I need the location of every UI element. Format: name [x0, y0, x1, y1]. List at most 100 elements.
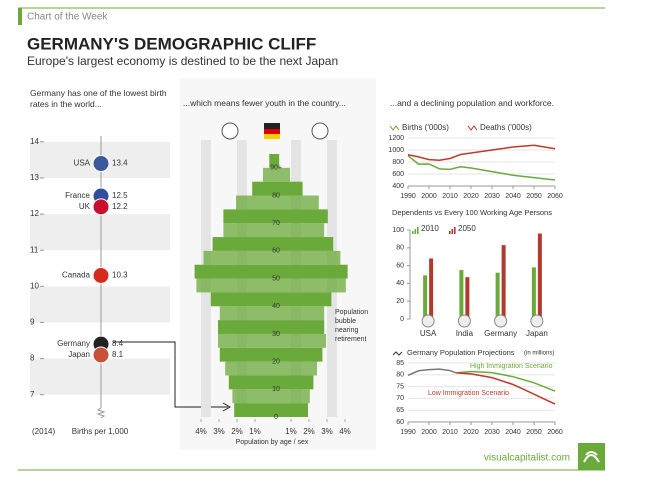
x-tick-label: 2% — [303, 427, 315, 436]
value-label: 13.4 — [112, 159, 128, 168]
category-label: France — [65, 191, 90, 200]
pyramid-bar — [218, 320, 272, 334]
x-tick-label: 2010 — [442, 429, 458, 436]
series-label: Low Immigration Scenario — [428, 390, 509, 397]
legend-icon — [417, 227, 419, 234]
x-tick-label: 2060 — [547, 193, 563, 200]
pyramid-bar — [272, 181, 303, 196]
pyramid-bar — [219, 306, 272, 321]
y-tick-label: 80 — [396, 245, 404, 252]
x-tick-label: 3% — [321, 427, 333, 436]
header-label: Chart of the Week — [27, 12, 108, 23]
y-tick-label: 60 — [272, 248, 280, 255]
dot — [92, 267, 110, 284]
y-tick-label: 30 — [272, 331, 280, 338]
x-tick-label: 2000 — [421, 193, 437, 200]
y-tick-label: 12 — [30, 209, 39, 218]
y-tick-label: 20 — [272, 358, 280, 365]
pyramid-bar — [232, 389, 272, 404]
flag — [264, 134, 280, 139]
y-tick-label: 70 — [272, 220, 280, 227]
y-tick-label: 1200 — [388, 135, 404, 142]
pyramid-bar — [203, 250, 272, 265]
value-label: 10.3 — [112, 271, 128, 280]
label-marker — [18, 8, 22, 25]
x-tick-label: 1% — [249, 427, 261, 436]
flag — [494, 314, 508, 328]
y-tick-label: 90+ — [270, 165, 282, 172]
pyramid-bar — [272, 264, 348, 279]
pyramid-bar — [236, 195, 272, 210]
pyramid-bar — [272, 306, 325, 321]
pyramid-bar — [272, 375, 314, 390]
y-tick-label: 20 — [396, 298, 404, 305]
x-tick-label: 2040 — [505, 429, 521, 436]
y-tick-label: 600 — [392, 171, 404, 178]
pyramid-bar — [219, 347, 272, 362]
y-tick-label: 800 — [392, 159, 404, 166]
pyramid-bar — [272, 403, 308, 417]
subtitle: Europe's largest economy is destined to … — [27, 54, 338, 68]
pyramid-bar — [234, 403, 272, 417]
pyramid-bar — [210, 292, 272, 307]
x-tick-label: 2030 — [484, 429, 500, 436]
x-tick-label: Japan — [526, 329, 548, 338]
value-label: 12.5 — [112, 191, 128, 200]
value-label: 8.1 — [112, 350, 124, 359]
pyramid-bar — [228, 375, 272, 390]
line — [407, 155, 556, 181]
category-label: Japan — [68, 350, 90, 359]
legend-icon — [414, 229, 417, 234]
pyramid-bar — [272, 361, 317, 376]
y-tick-label: 13 — [30, 173, 39, 182]
heading: ...and a declining population and workfo… — [390, 98, 554, 108]
pyramid-bar — [218, 333, 272, 348]
heading: Germany has one of the lowest birth rate… — [30, 88, 167, 109]
x-tick-label: 2000 — [421, 429, 437, 436]
pyramid-bar — [272, 154, 280, 168]
note: (2014) — [32, 427, 55, 436]
pyramid-bar — [223, 223, 272, 238]
annotation: Population bubble nearing retirement — [335, 309, 369, 343]
flag — [421, 314, 435, 328]
bar — [429, 258, 434, 319]
band — [30, 286, 170, 323]
x-label: Births per 1,000 — [72, 427, 129, 436]
pyramid-bar — [212, 237, 272, 251]
category-label: Germany — [57, 339, 90, 348]
pyramid-bar — [272, 320, 325, 334]
pyramid-bar — [272, 167, 290, 182]
y-tick-label: 50 — [272, 275, 280, 282]
y-tick-label: 9 — [30, 318, 35, 327]
value-label: 8.4 — [112, 339, 124, 348]
bar — [537, 233, 542, 319]
y-tick-label: 400 — [392, 183, 404, 190]
icon — [311, 122, 329, 140]
line — [456, 370, 556, 392]
pyramid-bar — [272, 347, 323, 362]
category-label: USA — [74, 159, 91, 168]
pyramid-bar — [269, 154, 272, 168]
pyramid-bar — [272, 237, 334, 251]
chart-title: Germany Population Projections — [407, 348, 515, 357]
x-label: Population by age / sex — [236, 439, 309, 446]
icon — [221, 122, 239, 140]
bar — [501, 245, 506, 319]
x-tick-label: 2010 — [442, 193, 458, 200]
legend-icon — [389, 125, 400, 131]
x-tick-label: 2060 — [547, 429, 563, 436]
pyramid-bar — [272, 195, 319, 210]
y-tick-label: 0 — [274, 414, 278, 421]
pyramid-bar — [194, 264, 272, 279]
x-tick-label: 2030 — [484, 193, 500, 200]
category-label: Canada — [62, 271, 91, 280]
legend-icon — [412, 231, 414, 234]
bar — [465, 277, 470, 319]
y-tick-label: 11 — [30, 245, 39, 254]
logo — [578, 443, 605, 470]
x-tick-label: USA — [420, 329, 437, 338]
legend-icon — [449, 231, 451, 234]
y-tick-label: 100 — [392, 227, 404, 234]
dot — [92, 198, 110, 216]
